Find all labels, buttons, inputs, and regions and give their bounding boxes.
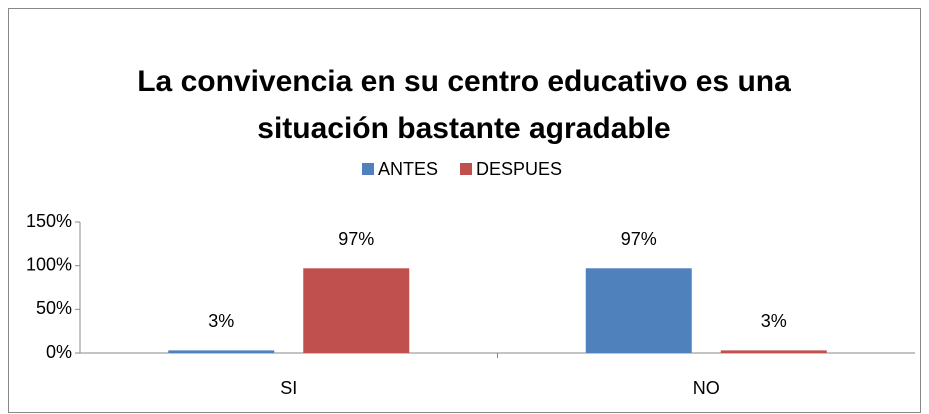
y-tick-label: 0% bbox=[46, 342, 72, 362]
legend-swatch bbox=[460, 163, 473, 175]
chart-title: La convivencia en su centro educativo es… bbox=[137, 65, 791, 145]
legend-label: ANTES bbox=[378, 159, 438, 179]
legend-swatch bbox=[362, 163, 374, 175]
y-tick-label: 150% bbox=[26, 211, 72, 231]
bar bbox=[720, 350, 827, 353]
y-tick-label: 100% bbox=[26, 254, 72, 274]
data-label: 3% bbox=[761, 311, 787, 331]
y-tick-label: 50% bbox=[36, 298, 72, 318]
x-tick-label: SI bbox=[280, 378, 297, 398]
bar bbox=[168, 350, 275, 353]
data-label: 3% bbox=[208, 311, 234, 331]
chart-border bbox=[8, 8, 921, 413]
legend-label: DESPUES bbox=[476, 159, 562, 179]
bar bbox=[585, 268, 692, 353]
x-tick-label: NO bbox=[693, 378, 720, 398]
data-label: 97% bbox=[338, 229, 374, 249]
data-label: 97% bbox=[621, 229, 657, 249]
bar bbox=[303, 268, 410, 353]
